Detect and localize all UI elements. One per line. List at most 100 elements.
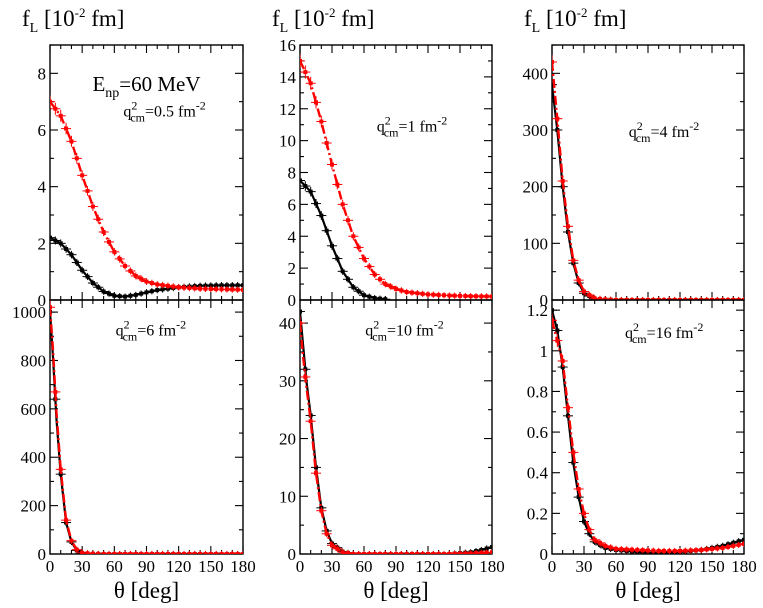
y-tick-label: 0 <box>540 291 549 310</box>
y-axis-title: fL [10-2 fm] <box>524 5 626 36</box>
x-tick-label: 150 <box>699 557 725 576</box>
data-point-red <box>474 294 478 299</box>
series-line-black <box>552 84 744 300</box>
y-tick-label: 1 <box>540 342 549 361</box>
data-point-red <box>404 290 409 295</box>
data-point-red <box>630 547 634 552</box>
x-tick-label: 180 <box>731 557 757 576</box>
data-point-red <box>133 552 138 554</box>
data-point-red <box>688 548 693 553</box>
data-point-red <box>598 540 602 545</box>
data-point-red <box>372 552 377 554</box>
x-axis-title: θ [deg] <box>615 578 680 603</box>
x-tick-label: 60 <box>608 557 625 576</box>
x-tick-label: 90 <box>388 557 405 576</box>
data-point-red <box>646 298 650 300</box>
y-tick-label: 300 <box>523 121 549 140</box>
data-point-red <box>410 290 414 295</box>
data-point-red <box>614 546 618 551</box>
plot-frame <box>299 44 493 301</box>
data-point-red <box>171 284 176 289</box>
y-tick-label: 0.6 <box>527 423 548 442</box>
series-line-red <box>300 60 492 298</box>
x-tick-label: 120 <box>415 557 441 576</box>
data-point-red <box>715 298 720 300</box>
data-point-red <box>582 289 586 294</box>
x-tick-label: 0 <box>46 557 55 576</box>
data-point-red <box>619 547 624 552</box>
x-tick-label: 150 <box>198 557 224 576</box>
y-tick-label: 400 <box>523 64 549 83</box>
y-tick-label: 2 <box>38 234 47 253</box>
series-layer <box>50 300 243 554</box>
energy-annotation: Enp=60 MeV <box>92 72 200 101</box>
y-tick-label: 200 <box>523 178 549 197</box>
x-tick-label: 180 <box>479 557 505 576</box>
data-point-red <box>149 552 154 554</box>
x-tick-label: 120 <box>667 557 693 576</box>
data-point-red <box>388 284 393 289</box>
data-point-red <box>651 298 656 300</box>
y-tick-label: 2 <box>288 259 297 278</box>
data-point-red <box>630 298 634 300</box>
data-point-red <box>704 547 709 552</box>
data-point-red <box>367 552 372 554</box>
data-point-red <box>314 471 318 476</box>
data-point-red <box>720 298 725 300</box>
y-tick-label: 30 <box>279 372 296 391</box>
data-point-red <box>235 552 240 554</box>
series-layer <box>552 303 744 554</box>
data-point-red <box>394 286 398 291</box>
x-axis-title: θ [deg] <box>114 578 179 603</box>
data-point-red <box>335 182 340 187</box>
data-point-red <box>187 285 192 290</box>
data-point-red <box>64 518 69 523</box>
data-point-red <box>149 281 154 285</box>
x-tick-label: 0 <box>548 557 557 576</box>
series-line-black <box>50 312 243 554</box>
q2-annotation: q2 cm=0.5 fm-2 <box>123 98 205 124</box>
data-point-red <box>58 467 63 472</box>
series-layer <box>300 54 492 300</box>
q2-annotation: q2 cm=6 fm-2 <box>116 318 186 344</box>
data-point-red <box>442 552 446 554</box>
x-tick-label: 150 <box>447 557 473 576</box>
y-tick-label: 12 <box>279 100 296 119</box>
y-tick-label: 100 <box>523 234 549 253</box>
series-layer <box>50 95 243 300</box>
data-point-red <box>214 552 219 554</box>
data-point-red <box>683 548 688 553</box>
x-tick-label: 60 <box>106 557 123 576</box>
data-point-red <box>123 264 128 268</box>
x-tick-label: 180 <box>230 557 256 576</box>
y-tick-label: 0 <box>288 291 297 310</box>
y-tick-label: 6 <box>288 195 297 214</box>
data-point-red <box>144 552 149 554</box>
y-tick-label: 8 <box>38 64 47 83</box>
data-point-red <box>241 287 243 292</box>
y-tick-label: 10 <box>279 487 296 506</box>
y-tick-label: 0 <box>38 545 47 564</box>
data-point-red <box>351 552 356 554</box>
series-line-red <box>50 100 243 291</box>
y-tick-label: 14 <box>279 68 297 87</box>
data-point-red <box>458 551 462 554</box>
series-line-black <box>300 311 492 554</box>
series-line-red <box>552 61 744 300</box>
series-line-red <box>50 307 243 554</box>
data-point-red <box>587 527 592 532</box>
data-point-red <box>165 283 170 288</box>
data-point-red <box>720 545 725 550</box>
data-point-red <box>64 126 69 131</box>
y-tick-label: 600 <box>21 400 47 419</box>
data-point-red <box>230 552 235 554</box>
x-tick-label: 90 <box>640 557 657 576</box>
y-tick-label: 4 <box>38 178 47 197</box>
q2-annotation: q2 cm=1 fm-2 <box>377 114 447 140</box>
y-tick-label: 20 <box>279 430 296 449</box>
data-point-red <box>436 552 441 554</box>
data-point-red <box>736 542 741 547</box>
data-point-red <box>69 139 74 144</box>
